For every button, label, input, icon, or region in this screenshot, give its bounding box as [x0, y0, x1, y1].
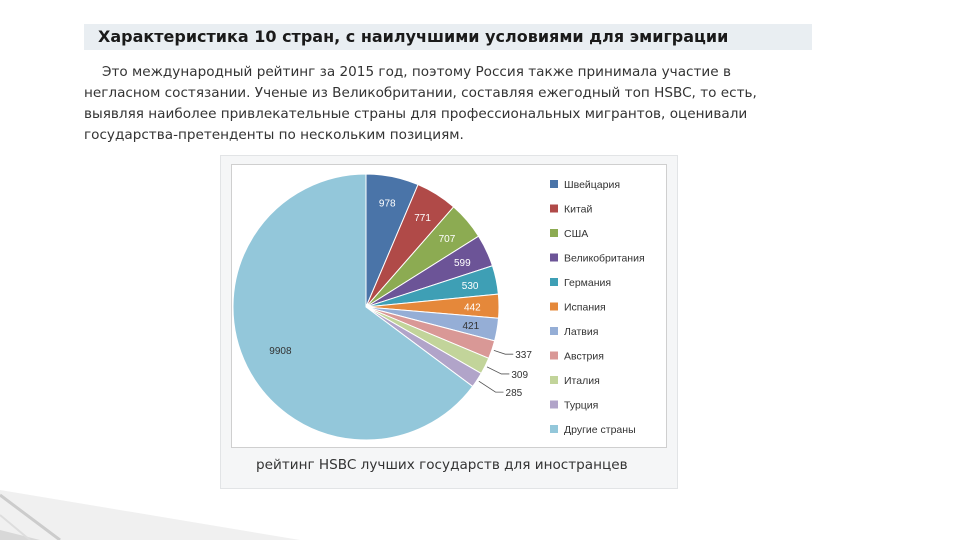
data-label: 285: [506, 388, 523, 399]
data-label: 530: [462, 281, 479, 292]
pie-chart: 978 771 707 599 530 442 421 337 309 285 9908 Швейца…: [232, 173, 645, 441]
data-label: 309: [511, 370, 528, 381]
chart-caption: рейтинг HSBC лучших государств для иност…: [256, 457, 628, 473]
legend-label: Турция: [564, 400, 598, 412]
legend-swatch: [550, 327, 558, 335]
legend-swatch: [550, 302, 558, 311]
legend-swatch: [550, 278, 558, 286]
legend-swatch: [550, 180, 558, 188]
legend-swatch: [550, 400, 558, 409]
data-label: 599: [454, 258, 471, 269]
title-bar: Характеристика 10 стран, с наилучшими ус…: [84, 24, 812, 50]
legend-swatch: [550, 204, 558, 213]
legend-label: Испания: [564, 302, 606, 314]
legend-label: Германия: [564, 277, 611, 289]
pie-slice-11: [232, 173, 474, 441]
data-label: 771: [414, 213, 431, 224]
legend-label: Швейцария: [564, 179, 620, 191]
legend-swatch: [550, 351, 558, 360]
chart-area: 978 771 707 599 530 442 421 337 309 285 9908 Швейца…: [231, 164, 667, 448]
legend-label: Латвия: [564, 326, 598, 338]
legend-label: Италия: [564, 375, 600, 387]
leader-line: [493, 349, 514, 355]
legend-swatch: [550, 253, 558, 262]
data-label: 337: [515, 350, 532, 361]
page-title: Характеристика 10 стран, с наилучшими ус…: [98, 27, 729, 46]
legend-swatch: [550, 376, 558, 384]
chart-frame: 978 771 707 599 530 442 421 337 309 285 9908 Швейца…: [220, 155, 678, 489]
data-label: 9908: [269, 346, 292, 357]
legend-swatch: [550, 229, 558, 237]
legend-label: США: [564, 228, 588, 240]
legend-label: Великобритания: [564, 253, 645, 265]
legend-label: Китай: [564, 204, 593, 216]
leader-line: [486, 366, 510, 375]
legend-label: Другие страны: [564, 424, 636, 436]
data-label: 442: [464, 302, 481, 313]
data-label: 978: [379, 199, 396, 210]
leader-line: [478, 380, 504, 393]
legend-label: Австрия: [564, 351, 604, 363]
intro-paragraph: Это международный рейтинг за 2015 год, п…: [84, 64, 757, 143]
data-label: 421: [463, 321, 480, 332]
legend-swatch: [550, 425, 558, 433]
data-label: 707: [439, 234, 456, 245]
